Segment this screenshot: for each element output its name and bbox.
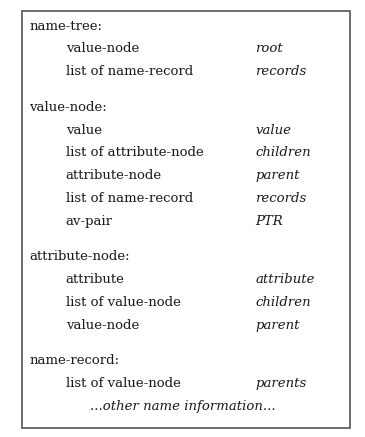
Text: list of value-node: list of value-node: [66, 377, 181, 390]
Text: PTR: PTR: [255, 215, 283, 228]
Text: parents: parents: [255, 377, 307, 390]
Text: name-record:: name-record:: [29, 354, 119, 368]
Text: ...other name information...: ...other name information...: [90, 400, 275, 413]
Text: name-tree:: name-tree:: [29, 20, 102, 33]
Text: parent: parent: [255, 169, 300, 182]
Text: av-pair: av-pair: [66, 215, 113, 228]
Text: list of attribute-node: list of attribute-node: [66, 146, 203, 160]
Text: children: children: [255, 146, 311, 160]
Text: attribute: attribute: [255, 273, 315, 286]
Text: root: root: [255, 42, 283, 55]
Text: children: children: [255, 296, 311, 309]
Text: list of name-record: list of name-record: [66, 192, 193, 205]
Text: parent: parent: [255, 319, 300, 332]
Text: value: value: [66, 124, 102, 137]
Text: attribute: attribute: [66, 273, 124, 286]
Text: list of value-node: list of value-node: [66, 296, 181, 309]
Text: records: records: [255, 65, 307, 78]
Text: value: value: [255, 124, 292, 137]
Text: value-node: value-node: [66, 319, 139, 332]
Text: attribute-node: attribute-node: [66, 169, 162, 182]
Text: records: records: [255, 192, 307, 205]
Text: value-node: value-node: [66, 42, 139, 55]
Text: attribute-node:: attribute-node:: [29, 250, 130, 264]
Text: value-node:: value-node:: [29, 101, 107, 114]
Text: list of name-record: list of name-record: [66, 65, 193, 78]
